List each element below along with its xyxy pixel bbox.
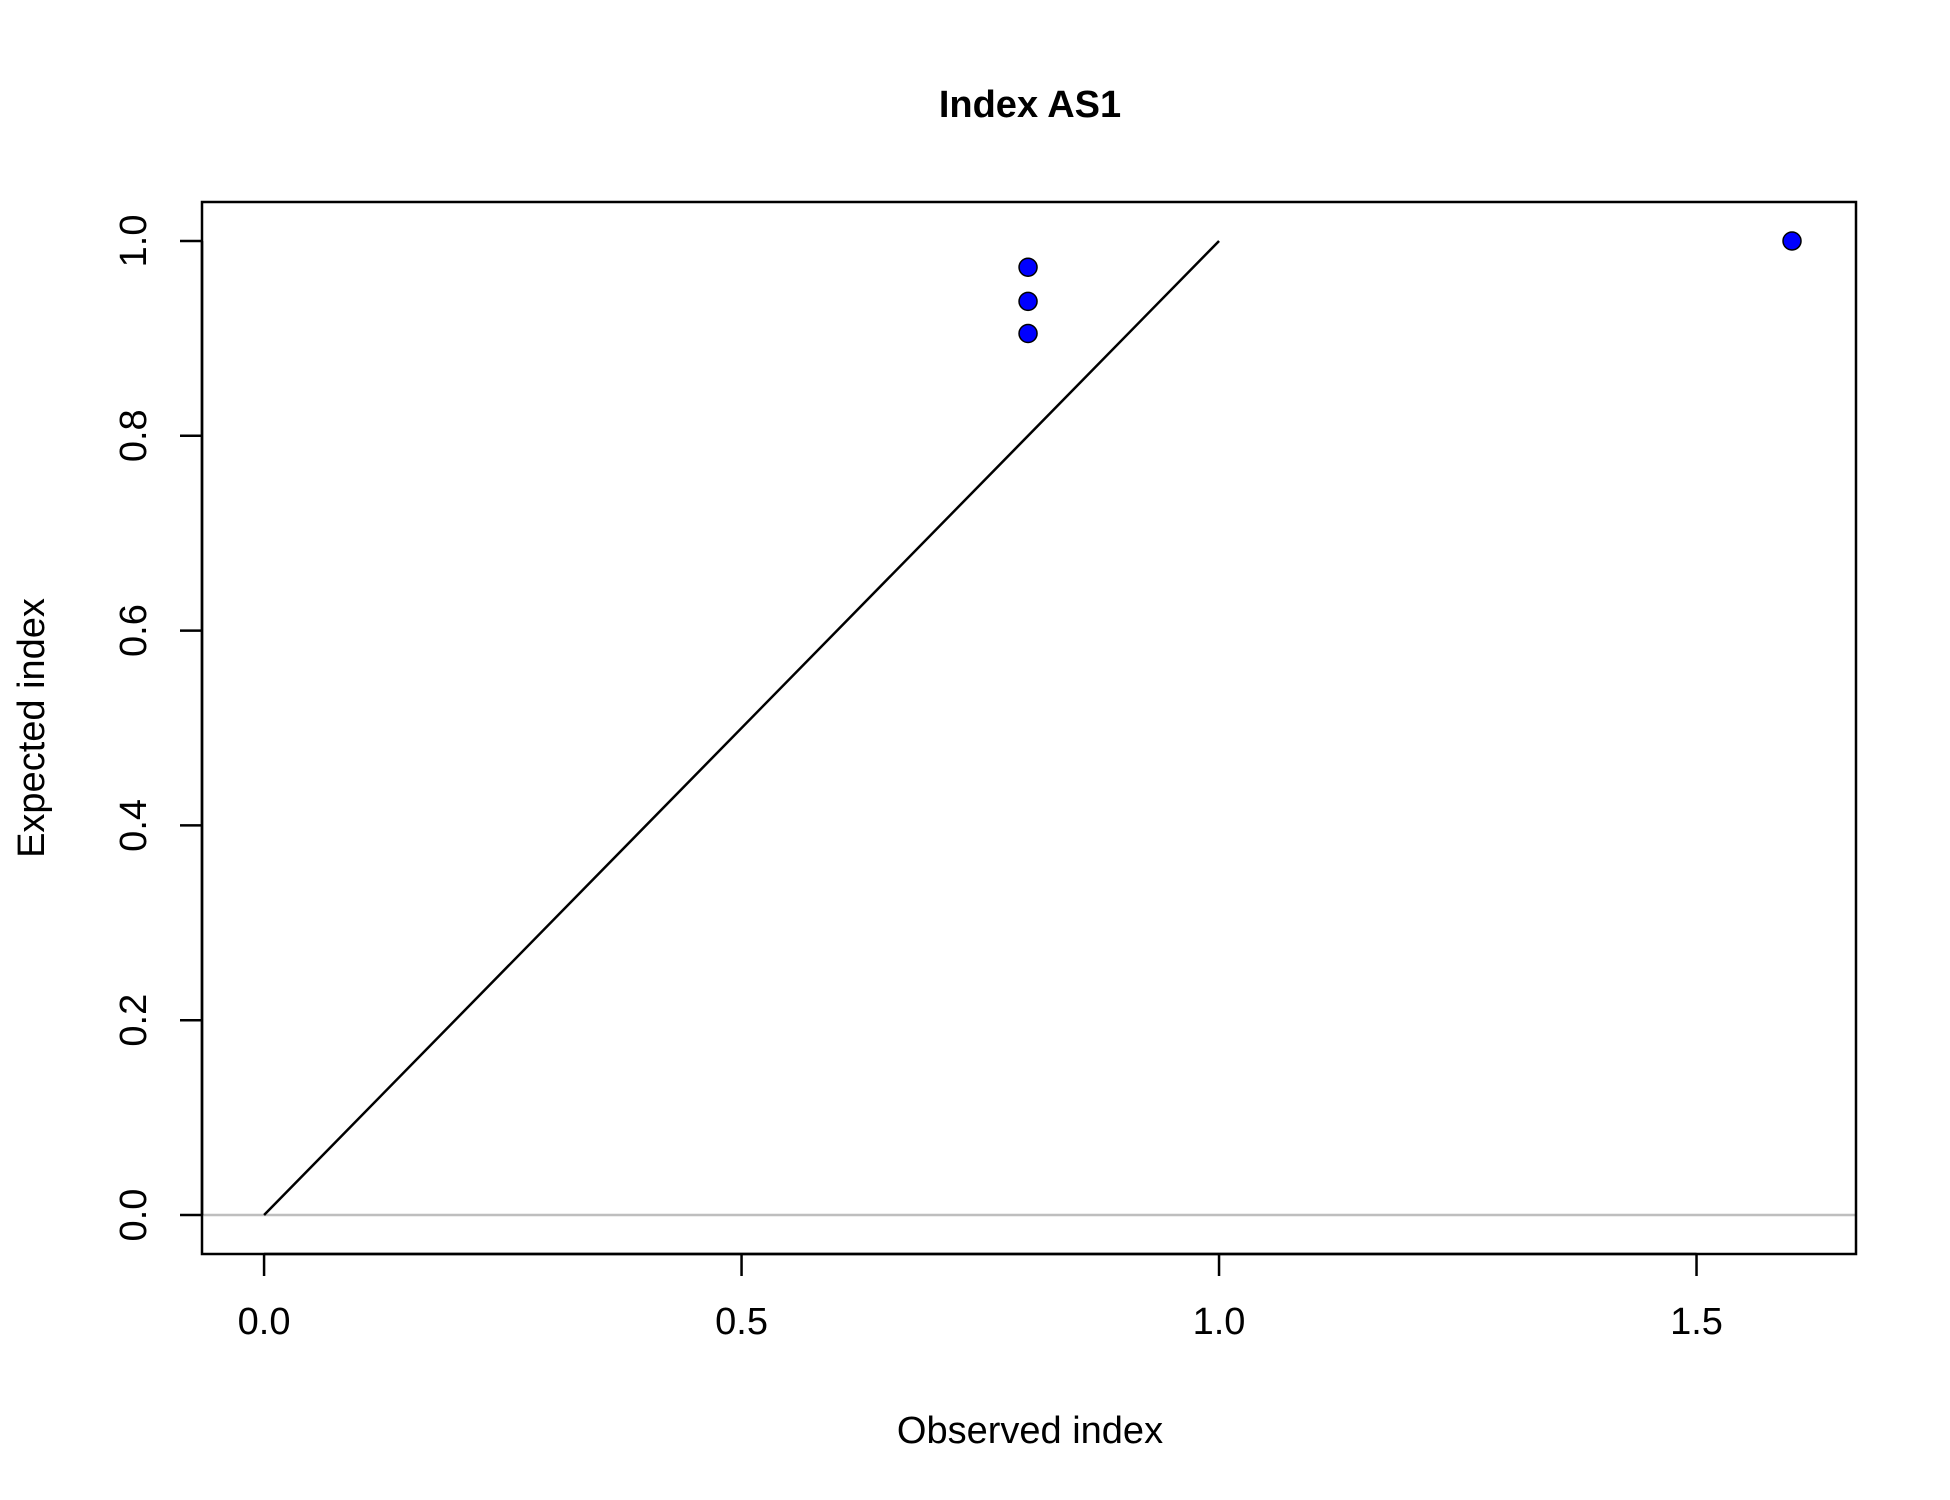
data-point [1782,231,1802,251]
x-tick-label: 0.0 [238,1301,291,1343]
data-point [1018,323,1038,344]
y-tick-label: 0.0 [113,1189,155,1242]
x-tick-label: 1.5 [1670,1301,1723,1343]
data-point [1018,257,1038,278]
reference-line [263,240,1220,1216]
chart-title: Index AS1 [939,84,1121,126]
y-tick-label: 1.0 [113,215,155,268]
y-axis-label: Expected index [11,598,53,858]
x-axis-label: Observed index [897,1410,1163,1452]
data-point [1018,291,1038,312]
plot-area: 0.0 0.5 1.0 1.5 0.0 0.2 0.4 0.6 0.8 1.0 [113,200,1858,1343]
y-tick-label: 0.6 [113,604,155,657]
y-tick-label: 0.4 [113,799,155,852]
y-tick-label: 0.8 [113,409,155,462]
x-tick-label: 1.0 [1193,1301,1246,1343]
x-tick-label: 0.5 [715,1301,768,1343]
y-tick-label: 0.2 [113,994,155,1047]
plot-frame [200,200,1858,1256]
